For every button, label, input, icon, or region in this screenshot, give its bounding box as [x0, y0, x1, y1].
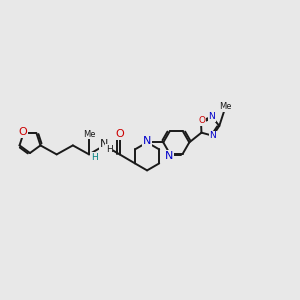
Text: N: N [208, 112, 215, 121]
Text: O: O [18, 127, 27, 137]
Text: N: N [143, 136, 151, 146]
Text: N: N [165, 151, 173, 161]
Text: O: O [198, 116, 206, 125]
Text: H: H [106, 145, 113, 154]
Text: N: N [209, 131, 216, 140]
Text: O: O [115, 129, 124, 139]
Text: Me: Me [219, 102, 232, 111]
Text: N: N [100, 140, 109, 149]
Text: Me: Me [83, 130, 95, 139]
Text: H: H [91, 153, 98, 162]
